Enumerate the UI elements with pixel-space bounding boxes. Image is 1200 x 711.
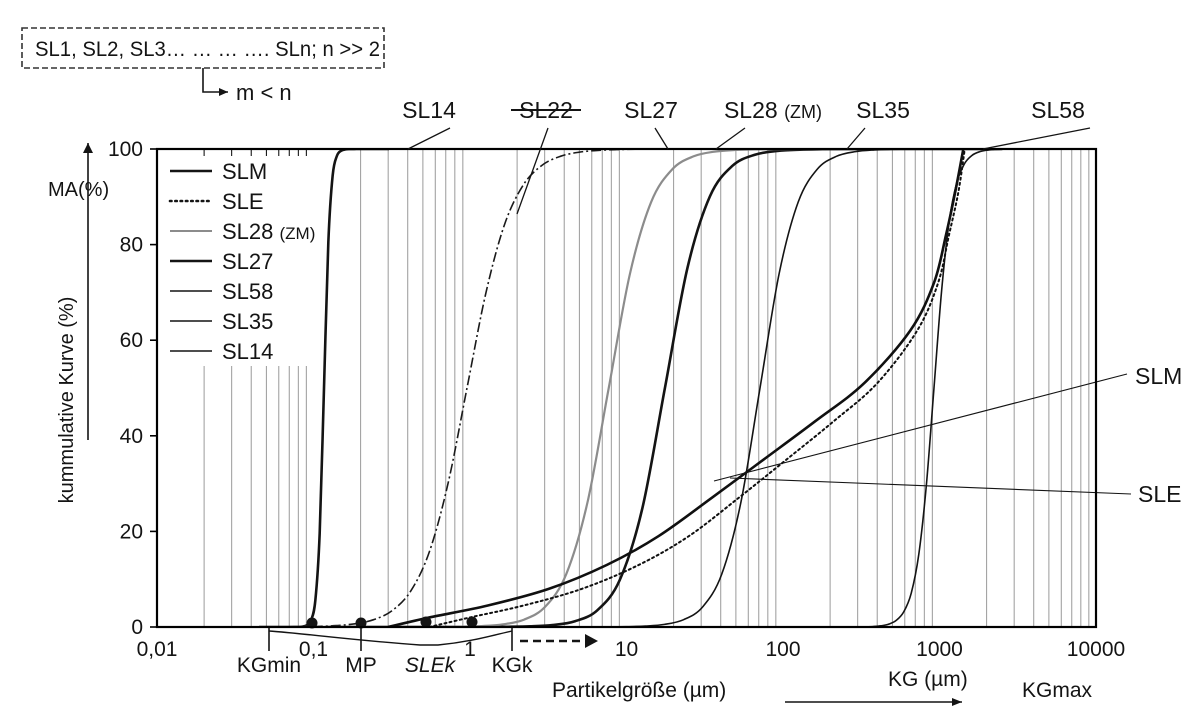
svg-text:Partikelgröße (µm): Partikelgröße (µm) <box>552 679 726 702</box>
svg-text:KGmin: KGmin <box>237 654 301 677</box>
svg-text:MA(%): MA(%) <box>48 179 109 201</box>
svg-text:KGk: KGk <box>492 654 533 677</box>
svg-text:10000: 10000 <box>1067 638 1125 661</box>
svg-text:100: 100 <box>108 138 143 161</box>
svg-text:SL14: SL14 <box>222 339 273 364</box>
svg-text:SL28 (ZM): SL28 (ZM) <box>724 97 822 123</box>
svg-text:100: 100 <box>765 638 800 661</box>
svg-text:KGmax: KGmax <box>1022 679 1093 702</box>
svg-text:MP: MP <box>345 654 377 677</box>
svg-text:SL58: SL58 <box>222 279 273 304</box>
svg-text:SL35: SL35 <box>856 97 910 123</box>
svg-text:SLEk: SLEk <box>405 654 457 677</box>
svg-text:10: 10 <box>615 638 638 661</box>
svg-text:SL27: SL27 <box>222 249 273 274</box>
svg-text:SL1, SL2, SL3… … … …. SLn; n: SL1, SL2, SL3… … … …. SLn; n >> 2 <box>35 38 380 61</box>
svg-text:60: 60 <box>120 329 143 352</box>
svg-text:0,01: 0,01 <box>137 638 178 661</box>
svg-text:m < n: m < n <box>236 80 292 105</box>
svg-text:80: 80 <box>120 234 143 257</box>
svg-text:40: 40 <box>120 425 143 448</box>
svg-text:SLE: SLE <box>222 189 264 214</box>
svg-text:SLM: SLM <box>222 159 267 184</box>
svg-text:SL27: SL27 <box>624 97 678 123</box>
svg-text:SLM: SLM <box>1135 363 1182 389</box>
svg-text:20: 20 <box>120 520 143 543</box>
svg-text:1: 1 <box>464 638 476 661</box>
svg-text:0,1: 0,1 <box>299 638 328 661</box>
svg-text:1000: 1000 <box>916 638 963 661</box>
svg-text:0: 0 <box>131 616 143 639</box>
svg-text:SLE: SLE <box>1138 481 1181 507</box>
svg-text:SL14: SL14 <box>402 97 456 123</box>
svg-text:SL58: SL58 <box>1031 97 1085 123</box>
svg-text:kummulative Kurve (%): kummulative Kurve (%) <box>56 297 78 504</box>
svg-text:KG (µm): KG (µm) <box>888 668 968 691</box>
svg-text:SL35: SL35 <box>222 309 273 334</box>
